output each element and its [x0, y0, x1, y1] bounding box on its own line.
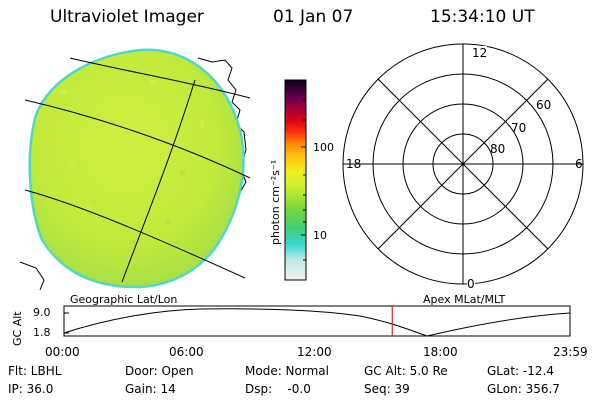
app-title: Ultraviolet Imager [50, 7, 204, 27]
status-gc-alt: GC Alt: 5.0 Re [364, 364, 448, 378]
colorbar-tick-100: 100 [313, 141, 334, 154]
orbit-xtick-0000: 00:00 [45, 345, 80, 359]
orbit-ylabel: GC Alt [11, 311, 24, 346]
mlt-label-6: 6 [575, 157, 583, 171]
orbit-xtick-1200: 12:00 [297, 345, 332, 359]
orbit-xtick-1800: 18:00 [423, 345, 458, 359]
colorbar-unit-label: photon cm⁻²s⁻¹ [269, 159, 282, 245]
orbit-ytick-1-8: 1.8 [33, 326, 51, 339]
polar-plot [342, 43, 584, 285]
status-glat: GLat: -12.4 [487, 364, 554, 378]
colorbar [284, 79, 307, 281]
colorbar-ticks [301, 99, 306, 261]
lat-label-60: 60 [536, 98, 552, 112]
lat-label-70: 70 [511, 121, 527, 135]
orbit-ytick-9: 9.0 [33, 306, 51, 319]
date-label: 01 Jan 07 [273, 7, 354, 27]
time-label: 15:34:10 UT [430, 7, 535, 27]
status-gain: Gain: 14 [125, 382, 176, 396]
geographic-grid [24, 57, 251, 283]
status-seq: Seq: 39 [364, 382, 410, 396]
orbit-plot-yticks [64, 312, 69, 334]
orbit-xtick-0600: 06:00 [169, 345, 204, 359]
status-ip: IP: 36.0 [8, 382, 54, 396]
status-flt: Flt: LBHL [8, 364, 62, 378]
status-mode: Mode: Normal [245, 364, 329, 378]
orbit-plot-frame [63, 305, 571, 337]
status-door: Door: Open [125, 364, 194, 378]
colorbar-tick-10: 10 [313, 229, 327, 242]
disk-texture [60, 80, 204, 244]
altitude-curve [63, 308, 571, 337]
coastline-lower [19, 261, 45, 291]
orbit-xtick-2359: 23:59 [553, 345, 588, 359]
earth-disk [28, 48, 245, 289]
mlt-label-12: 12 [472, 46, 488, 60]
orbit-right-title: Apex MLat/MLT [423, 293, 506, 306]
orbit-left-title: Geographic Lat/Lon [70, 293, 178, 306]
status-glon: GLon: 356.7 [487, 382, 560, 396]
mlt-label-18: 18 [346, 157, 362, 171]
mlt-label-0: 0 [467, 277, 475, 291]
lat-label-80: 80 [490, 142, 506, 156]
status-dsp: Dsp: -0.0 [245, 382, 311, 396]
